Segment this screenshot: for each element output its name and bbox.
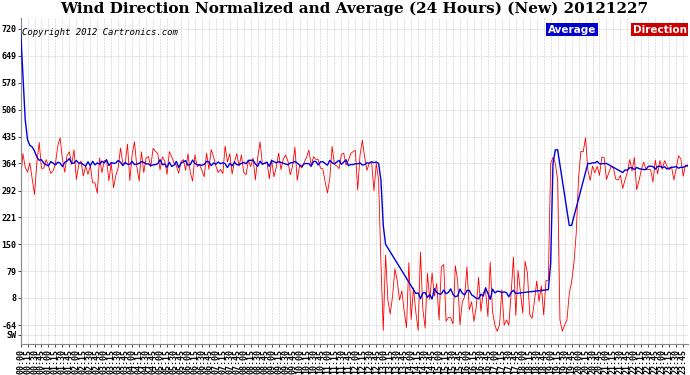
Text: Average: Average (548, 25, 596, 35)
Text: Copyright 2012 Cartronics.com: Copyright 2012 Cartronics.com (22, 28, 178, 37)
Text: Direction: Direction (633, 25, 687, 35)
Title: Wind Direction Normalized and Average (24 Hours) (New) 20121227: Wind Direction Normalized and Average (2… (60, 2, 649, 16)
